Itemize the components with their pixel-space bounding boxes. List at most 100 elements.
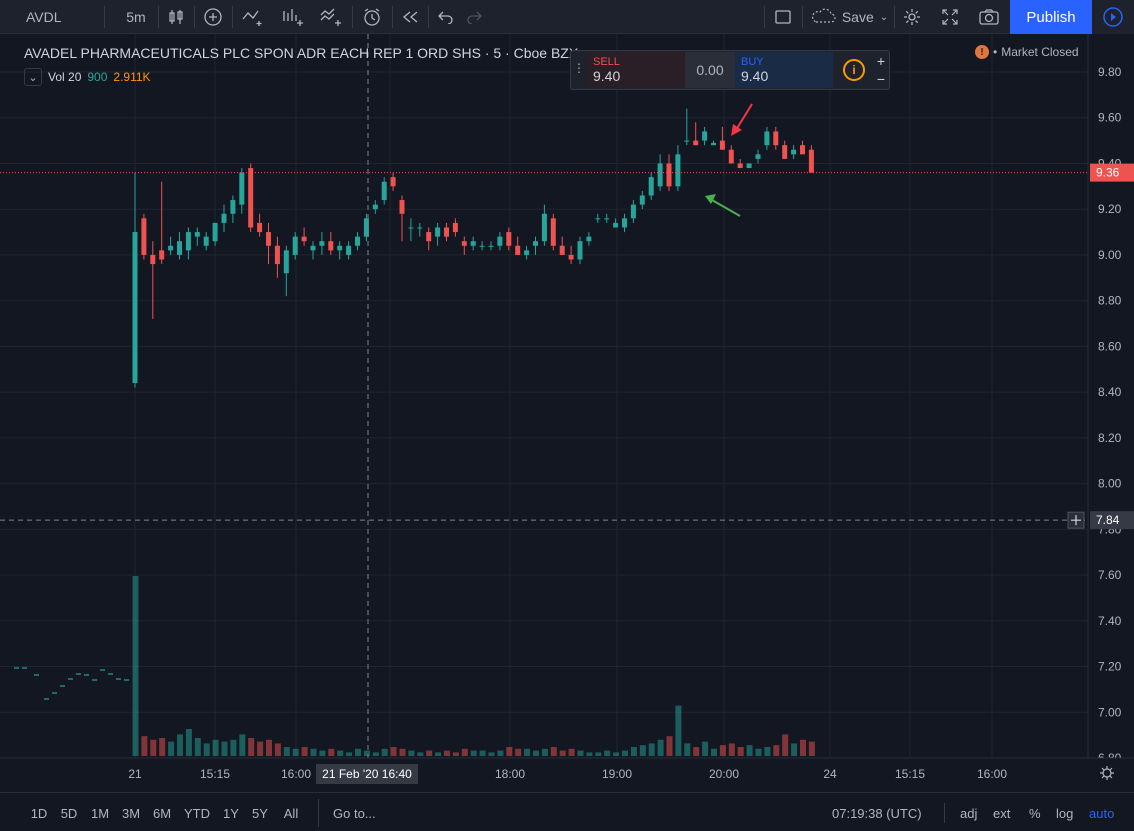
- range-5y-button[interactable]: 5Y: [252, 805, 268, 821]
- add-indicator-icon[interactable]: [198, 0, 228, 34]
- volume-bar: [141, 736, 148, 756]
- price-tick-label: 7.40: [1098, 614, 1122, 628]
- volume-bar: [132, 576, 139, 756]
- volume-bar: [444, 750, 450, 756]
- interval-button[interactable]: 5m: [126, 9, 146, 25]
- candle-body: [399, 200, 405, 214]
- replay-icon[interactable]: [396, 0, 424, 34]
- volume-bar: [274, 743, 281, 756]
- price-tick-label: 8.00: [1098, 477, 1122, 491]
- candle-body: [168, 245, 174, 251]
- compare-icon[interactable]: [236, 0, 270, 34]
- buy-label: BUY: [741, 56, 764, 68]
- candle-body: [630, 204, 636, 219]
- symbol-legend-title: AVADEL PHARMACEUTICALS PLC SPON ADR EACH…: [24, 45, 579, 61]
- candle-body: [346, 245, 352, 255]
- crosshair-price-label: 7.84: [1096, 513, 1120, 527]
- candle-body: [746, 163, 752, 169]
- volume-bar: [470, 750, 477, 756]
- volume-bar: [159, 738, 166, 756]
- candle-body: [541, 213, 547, 242]
- auto-toggle[interactable]: auto: [1089, 805, 1115, 821]
- drag-handle-icon[interactable]: ⋮⋮: [573, 61, 597, 75]
- save-button[interactable]: Save ⌄: [808, 0, 890, 34]
- volume-bar: [248, 738, 255, 756]
- volume-bar: [390, 747, 397, 756]
- candle-body: [470, 241, 476, 246]
- fullscreen-layout-icon[interactable]: [770, 0, 796, 34]
- publish-button[interactable]: Publish: [1010, 0, 1092, 34]
- sell-button[interactable]: SELL 9.40: [587, 52, 685, 88]
- volume-legend: ⌄ Vol 20 900 2.911K: [24, 68, 151, 86]
- candle-body: [550, 218, 556, 246]
- plus-icon[interactable]: +: [876, 53, 886, 69]
- clock-timezone[interactable]: 07:19:38 (UTC): [832, 805, 922, 821]
- candle-body: [461, 241, 467, 246]
- buy-button[interactable]: BUY 9.40: [735, 52, 833, 88]
- volume-bar: [764, 747, 771, 756]
- last-price-label: 9.36: [1096, 166, 1120, 180]
- percent-toggle[interactable]: %: [1029, 805, 1041, 821]
- fullscreen-icon[interactable]: [936, 0, 964, 34]
- volume-bar: [168, 741, 175, 756]
- candle-body: [648, 177, 654, 196]
- candle-body: [639, 195, 645, 205]
- candle-body: [221, 213, 227, 223]
- play-icon[interactable]: [1092, 0, 1134, 34]
- chart-pane[interactable]: 9.80 9.60 9.40 9.20 9.00 8.80 8.60 8.40 8.20 8.00…: [0, 34, 1134, 792]
- ext-toggle[interactable]: ext: [993, 805, 1011, 821]
- range-all-button[interactable]: All: [283, 805, 299, 821]
- redo-icon[interactable]: [462, 0, 486, 34]
- range-3m-button[interactable]: 3M: [121, 805, 141, 821]
- range-6m-button[interactable]: 6M: [152, 805, 172, 821]
- volume-bar: [728, 743, 735, 756]
- range-ytd-button[interactable]: YTD: [184, 805, 210, 821]
- alert-clock-icon[interactable]: [356, 0, 388, 34]
- chevron-down-icon[interactable]: ⌄: [24, 68, 42, 86]
- volume-bar: [257, 741, 264, 756]
- volume-label: Vol 20: [48, 70, 82, 84]
- range-5d-button[interactable]: 5D: [60, 805, 78, 821]
- candle-body: [212, 222, 218, 242]
- financials-icon[interactable]: [314, 0, 348, 34]
- info-icon[interactable]: i: [843, 59, 865, 81]
- candles-chart-type-icon[interactable]: [162, 0, 190, 34]
- market-status[interactable]: ! • Market Closed: [975, 45, 1079, 59]
- price-tick-label: 9.20: [1098, 202, 1122, 216]
- price-tick-label: 7.60: [1098, 568, 1122, 582]
- snapshot-camera-icon[interactable]: [974, 0, 1004, 34]
- green-arrow-line: [711, 199, 741, 217]
- candle-body: [577, 241, 583, 260]
- symbol-search-button[interactable]: AVDL: [26, 9, 62, 25]
- candle-body: [782, 145, 788, 159]
- settings-gear-icon[interactable]: [898, 0, 926, 34]
- range-1m-button[interactable]: 1M: [90, 805, 110, 821]
- red-arrow-head: [731, 124, 742, 136]
- volume-bar: [203, 743, 210, 756]
- crosshair-price-bg: [1090, 511, 1134, 530]
- candle-body: [319, 241, 325, 246]
- chart-canvas[interactable]: 9.80 9.60 9.40 9.20 9.00 8.80 8.60 8.40 8.20 8.00…: [0, 34, 1134, 792]
- indicators-icon[interactable]: [276, 0, 310, 34]
- range-1d-button[interactable]: 1D: [30, 805, 48, 821]
- minus-icon[interactable]: −: [876, 71, 886, 87]
- range-1y-button[interactable]: 1Y: [223, 805, 239, 821]
- candle-body: [497, 236, 503, 246]
- adj-toggle[interactable]: adj: [960, 805, 978, 821]
- volume-bar: [283, 747, 290, 756]
- volume-bar: [488, 752, 495, 756]
- go-to-date-button[interactable]: Go to...: [318, 799, 376, 827]
- volume-bar: [800, 739, 806, 756]
- log-toggle[interactable]: log: [1056, 805, 1074, 821]
- candle-body: [515, 245, 521, 255]
- toolbar-divider: [158, 6, 159, 28]
- candle-body: [622, 218, 627, 228]
- toolbar-divider: [802, 6, 803, 28]
- candle-body: [248, 168, 254, 228]
- volume-bar: [782, 734, 789, 756]
- green-arrow-annotation: [705, 194, 741, 217]
- candle-body: [595, 218, 601, 220]
- candle-body: [657, 163, 663, 187]
- undo-icon[interactable]: [434, 0, 458, 34]
- volume-bar: [737, 747, 744, 756]
